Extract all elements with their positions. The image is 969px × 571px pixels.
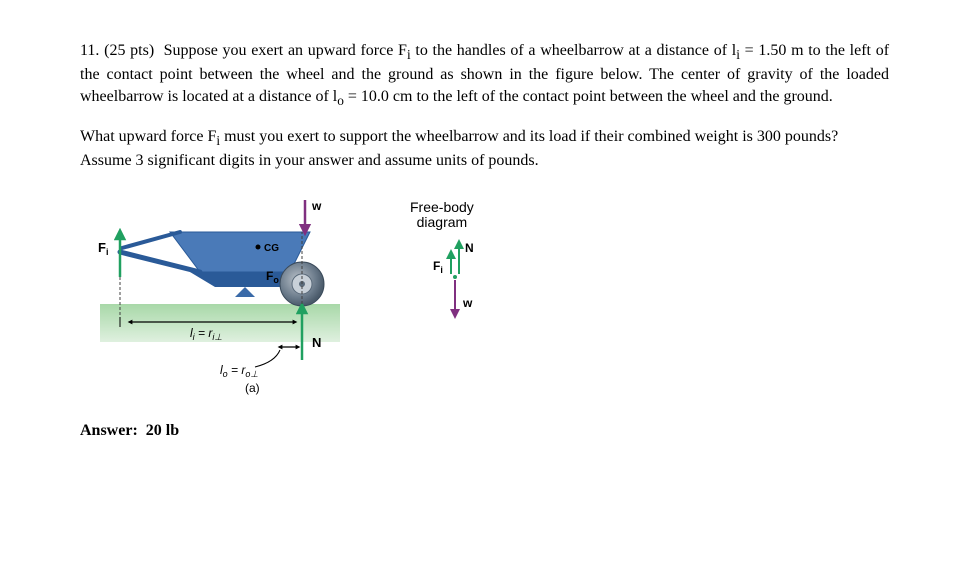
problem-statement: 11. (25 pts) Suppose you exert an upward… <box>80 40 889 110</box>
panel-label: (a) <box>245 381 260 395</box>
answer-value: 20 lb <box>146 422 179 439</box>
free-body-diagram: N Fi w <box>425 232 485 332</box>
lo-leader <box>255 350 280 367</box>
cg-label: CG <box>264 243 279 254</box>
svg-text:Fi: Fi <box>433 259 443 275</box>
problem-number: 11. <box>80 42 99 59</box>
problem-points: (25 pts) <box>104 42 154 59</box>
cg-dot <box>256 244 261 249</box>
leg <box>235 287 255 297</box>
figure: CG Fo w Fi N li = ri⊥ lo = ro⊥ (a) Free-… <box>80 192 500 402</box>
svg-text:N: N <box>465 241 474 255</box>
question-text: What upward force Fi must you exert to s… <box>80 126 889 172</box>
w-label: w <box>311 199 322 213</box>
handle-top <box>122 232 180 248</box>
fi-label: Fi <box>98 240 108 257</box>
answer: Answer: 20 lb <box>80 422 889 440</box>
wheelbarrow-diagram: CG Fo w Fi N li = ri⊥ lo = ro⊥ (a) <box>80 192 400 402</box>
fbd-point <box>453 275 457 279</box>
n-label: N <box>312 335 321 350</box>
fbd-title: Free-body diagram <box>410 200 474 231</box>
svg-text:w: w <box>462 296 473 310</box>
lo-label: lo = ro⊥ <box>220 363 258 379</box>
